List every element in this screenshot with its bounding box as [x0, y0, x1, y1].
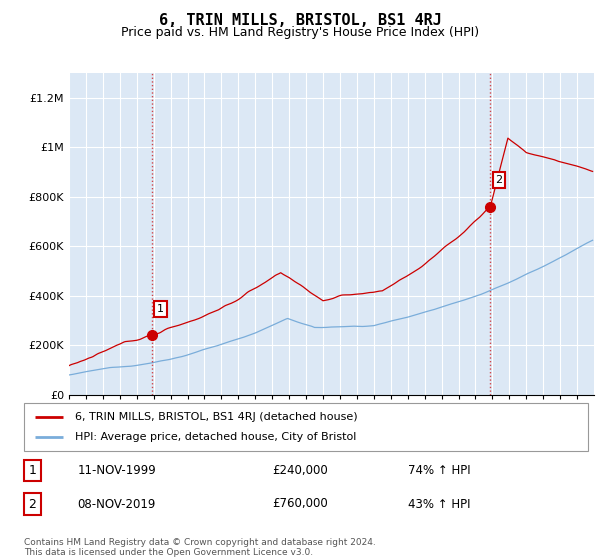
- Text: 6, TRIN MILLS, BRISTOL, BS1 4RJ (detached house): 6, TRIN MILLS, BRISTOL, BS1 4RJ (detache…: [75, 412, 358, 422]
- Text: 43% ↑ HPI: 43% ↑ HPI: [407, 497, 470, 511]
- Text: 6, TRIN MILLS, BRISTOL, BS1 4RJ: 6, TRIN MILLS, BRISTOL, BS1 4RJ: [158, 13, 442, 28]
- Text: Price paid vs. HM Land Registry's House Price Index (HPI): Price paid vs. HM Land Registry's House …: [121, 26, 479, 39]
- Text: 11-NOV-1999: 11-NOV-1999: [77, 464, 157, 477]
- Text: £240,000: £240,000: [272, 464, 328, 477]
- Text: £760,000: £760,000: [272, 497, 328, 511]
- Text: Contains HM Land Registry data © Crown copyright and database right 2024.
This d: Contains HM Land Registry data © Crown c…: [24, 538, 376, 557]
- FancyBboxPatch shape: [24, 403, 588, 451]
- Text: 08-NOV-2019: 08-NOV-2019: [77, 497, 156, 511]
- Text: 2: 2: [29, 497, 37, 511]
- Text: HPI: Average price, detached house, City of Bristol: HPI: Average price, detached house, City…: [75, 432, 356, 442]
- Text: 74% ↑ HPI: 74% ↑ HPI: [407, 464, 470, 477]
- Text: 1: 1: [157, 304, 164, 314]
- Text: 2: 2: [496, 175, 503, 185]
- Text: 1: 1: [29, 464, 37, 477]
